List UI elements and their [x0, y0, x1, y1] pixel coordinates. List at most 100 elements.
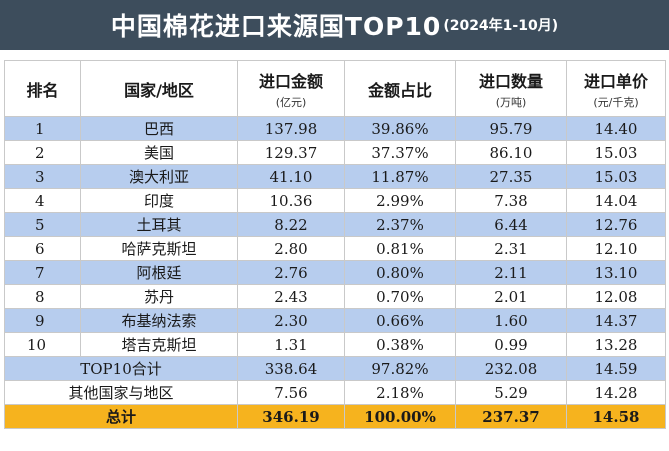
import-table: 排名 国家/地区 进口金额 (亿元) 金额占比 进口数量 (万吨) 进口单价 (元/千…: [4, 60, 666, 429]
price-cell: 12.08: [566, 284, 666, 309]
amount-cell: 1.31: [237, 332, 345, 357]
top10-qty: 232.08: [455, 356, 567, 381]
table-row: 8 苏丹 2.43 0.70% 2.01 12.08: [4, 284, 666, 309]
total-price: 14.58: [566, 404, 666, 429]
country-cell: 阿根廷: [80, 260, 238, 285]
country-cell: 巴西: [80, 116, 238, 141]
country-cell: 澳大利亚: [80, 164, 238, 189]
qty-cell: 1.60: [455, 308, 567, 333]
others-row: 其他国家与地区 7.56 2.18% 5.29 14.28: [4, 380, 666, 405]
amount-cell: 137.98: [237, 116, 345, 141]
rank-cell: 5: [4, 212, 81, 237]
rank-cell: 9: [4, 308, 81, 333]
table-row: 1 巴西 137.98 39.86% 95.79 14.40: [4, 116, 666, 141]
price-cell: 14.04: [566, 188, 666, 213]
price-cell: 15.03: [566, 164, 666, 189]
top10-price: 14.59: [566, 356, 666, 381]
rank-cell: 4: [4, 188, 81, 213]
header-share: 金额占比: [344, 60, 456, 117]
share-cell: 11.87%: [344, 164, 456, 189]
price-cell: 14.40: [566, 116, 666, 141]
qty-cell: 7.38: [455, 188, 567, 213]
top10-label: TOP10合计: [4, 356, 238, 381]
top10-total-row: TOP10合计 338.64 97.82% 232.08 14.59: [4, 356, 666, 381]
share-cell: 2.99%: [344, 188, 456, 213]
header-amount-unit: (亿元): [275, 95, 307, 109]
amount-cell: 129.37: [237, 140, 345, 165]
header-country: 国家/地区: [80, 60, 238, 117]
country-cell: 布基纳法索: [80, 308, 238, 333]
total-label: 总计: [4, 404, 238, 429]
top10-amount: 338.64: [237, 356, 345, 381]
share-cell: 39.86%: [344, 116, 456, 141]
title-spacer: [0, 50, 669, 60]
grand-total-row: 总计 346.19 100.00% 237.37 14.58: [4, 404, 666, 429]
total-qty: 237.37: [455, 404, 567, 429]
share-cell: 0.80%: [344, 260, 456, 285]
table-row: 3 澳大利亚 41.10 11.87% 27.35 15.03: [4, 164, 666, 189]
price-cell: 13.28: [566, 332, 666, 357]
rank-cell: 7: [4, 260, 81, 285]
table-row: 4 印度 10.36 2.99% 7.38 14.04: [4, 188, 666, 213]
amount-cell: 2.80: [237, 236, 345, 261]
table-row: 9 布基纳法索 2.30 0.66% 1.60 14.37: [4, 308, 666, 333]
share-cell: 0.70%: [344, 284, 456, 309]
amount-cell: 2.30: [237, 308, 345, 333]
country-cell: 苏丹: [80, 284, 238, 309]
share-cell: 2.37%: [344, 212, 456, 237]
table-row: 5 土耳其 8.22 2.37% 6.44 12.76: [4, 212, 666, 237]
qty-cell: 2.31: [455, 236, 567, 261]
qty-cell: 86.10: [455, 140, 567, 165]
country-cell: 塔吉克斯坦: [80, 332, 238, 357]
rank-cell: 3: [4, 164, 81, 189]
country-cell: 土耳其: [80, 212, 238, 237]
rank-cell: 10: [4, 332, 81, 357]
amount-cell: 10.36: [237, 188, 345, 213]
amount-cell: 2.43: [237, 284, 345, 309]
header-price: 进口单价 (元/千克): [566, 60, 666, 117]
amount-cell: 2.76: [237, 260, 345, 285]
header-qty: 进口数量 (万吨): [455, 60, 567, 117]
rank-cell: 2: [4, 140, 81, 165]
header-amount: 进口金额 (亿元): [237, 60, 345, 117]
header-price-unit: (元/千克): [593, 95, 639, 109]
total-share: 100.00%: [344, 404, 456, 429]
share-cell: 0.38%: [344, 332, 456, 357]
title-bar: 中国棉花进口来源国TOP10 (2024年1-10月): [0, 0, 669, 50]
header-qty-unit: (万吨): [495, 95, 527, 109]
qty-cell: 95.79: [455, 116, 567, 141]
price-cell: 14.37: [566, 308, 666, 333]
price-cell: 12.76: [566, 212, 666, 237]
qty-cell: 2.01: [455, 284, 567, 309]
price-cell: 15.03: [566, 140, 666, 165]
share-cell: 0.81%: [344, 236, 456, 261]
top10-share: 97.82%: [344, 356, 456, 381]
others-amount: 7.56: [237, 380, 345, 405]
others-share: 2.18%: [344, 380, 456, 405]
header-rank: 排名: [4, 60, 81, 117]
price-cell: 12.10: [566, 236, 666, 261]
rank-cell: 1: [4, 116, 81, 141]
others-qty: 5.29: [455, 380, 567, 405]
others-label: 其他国家与地区: [4, 380, 238, 405]
country-cell: 印度: [80, 188, 238, 213]
amount-cell: 41.10: [237, 164, 345, 189]
amount-cell: 8.22: [237, 212, 345, 237]
page-title: 中国棉花进口来源国TOP10: [110, 12, 442, 41]
rank-cell: 6: [4, 236, 81, 261]
price-cell: 13.10: [566, 260, 666, 285]
qty-cell: 2.11: [455, 260, 567, 285]
rank-cell: 8: [4, 284, 81, 309]
table-row: 2 美国 129.37 37.37% 86.10 15.03: [4, 140, 666, 165]
qty-cell: 27.35: [455, 164, 567, 189]
country-cell: 美国: [80, 140, 238, 165]
qty-cell: 6.44: [455, 212, 567, 237]
share-cell: 0.66%: [344, 308, 456, 333]
country-cell: 哈萨克斯坦: [80, 236, 238, 261]
table-row: 10 塔吉克斯坦 1.31 0.38% 0.99 13.28: [4, 332, 666, 357]
page-subtitle: (2024年1-10月): [443, 18, 559, 34]
share-cell: 37.37%: [344, 140, 456, 165]
header-row: 排名 国家/地区 进口金额 (亿元) 金额占比 进口数量 (万吨) 进口单价 (元/千…: [4, 60, 666, 117]
total-amount: 346.19: [237, 404, 345, 429]
